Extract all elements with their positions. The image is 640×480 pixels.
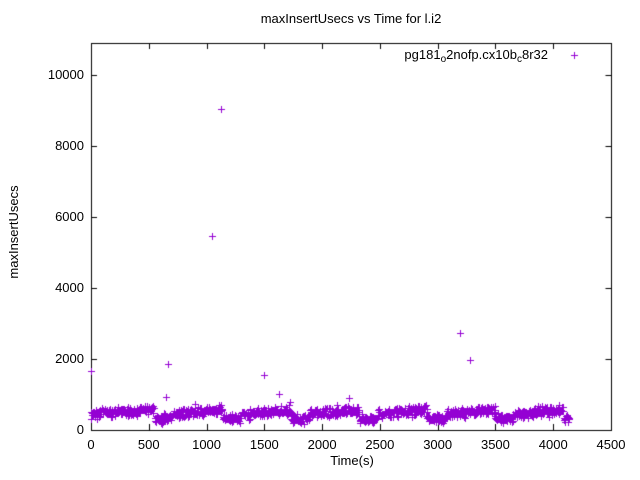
legend-label-text: 2nofp.cx10b — [446, 47, 517, 62]
y-tick-label: 4000 — [55, 279, 84, 295]
y-axis-label: maxInsertUsecs — [6, 185, 21, 279]
legend-label-text: 8r32 — [521, 47, 548, 62]
x-tick-label: 500 — [137, 437, 160, 452]
y-tick-label: 8000 — [55, 137, 84, 153]
x-tick-label: 2500 — [365, 437, 395, 452]
x-tick-label: 2000 — [307, 437, 337, 452]
x-axis-label: Time(s) — [330, 453, 374, 468]
x-tick-label: 1500 — [249, 437, 279, 452]
legend-label: pg181o2nofp.cx10bc8r32 — [404, 47, 548, 65]
x-tick-label: 0 — [87, 437, 95, 452]
y-tick-label: 6000 — [55, 208, 84, 224]
x-tick-label: 4000 — [538, 437, 568, 452]
x-tick-label: 3000 — [423, 437, 453, 452]
legend-label-subscript: c — [516, 54, 522, 65]
y-tick-label: 2000 — [55, 350, 84, 366]
x-tick-label: 1000 — [192, 437, 222, 452]
x-tick-label: 3500 — [480, 437, 510, 452]
chart-title: maxInsertUsecs vs Time for l.i2 — [260, 11, 442, 26]
legend-label-text: pg181 — [404, 47, 441, 62]
x-tick-label: 4500 — [596, 437, 626, 452]
y-tick-label: 10000 — [47, 66, 84, 82]
y-tick-label: 0 — [76, 422, 84, 437]
legend-label-subscript: o — [440, 54, 447, 65]
